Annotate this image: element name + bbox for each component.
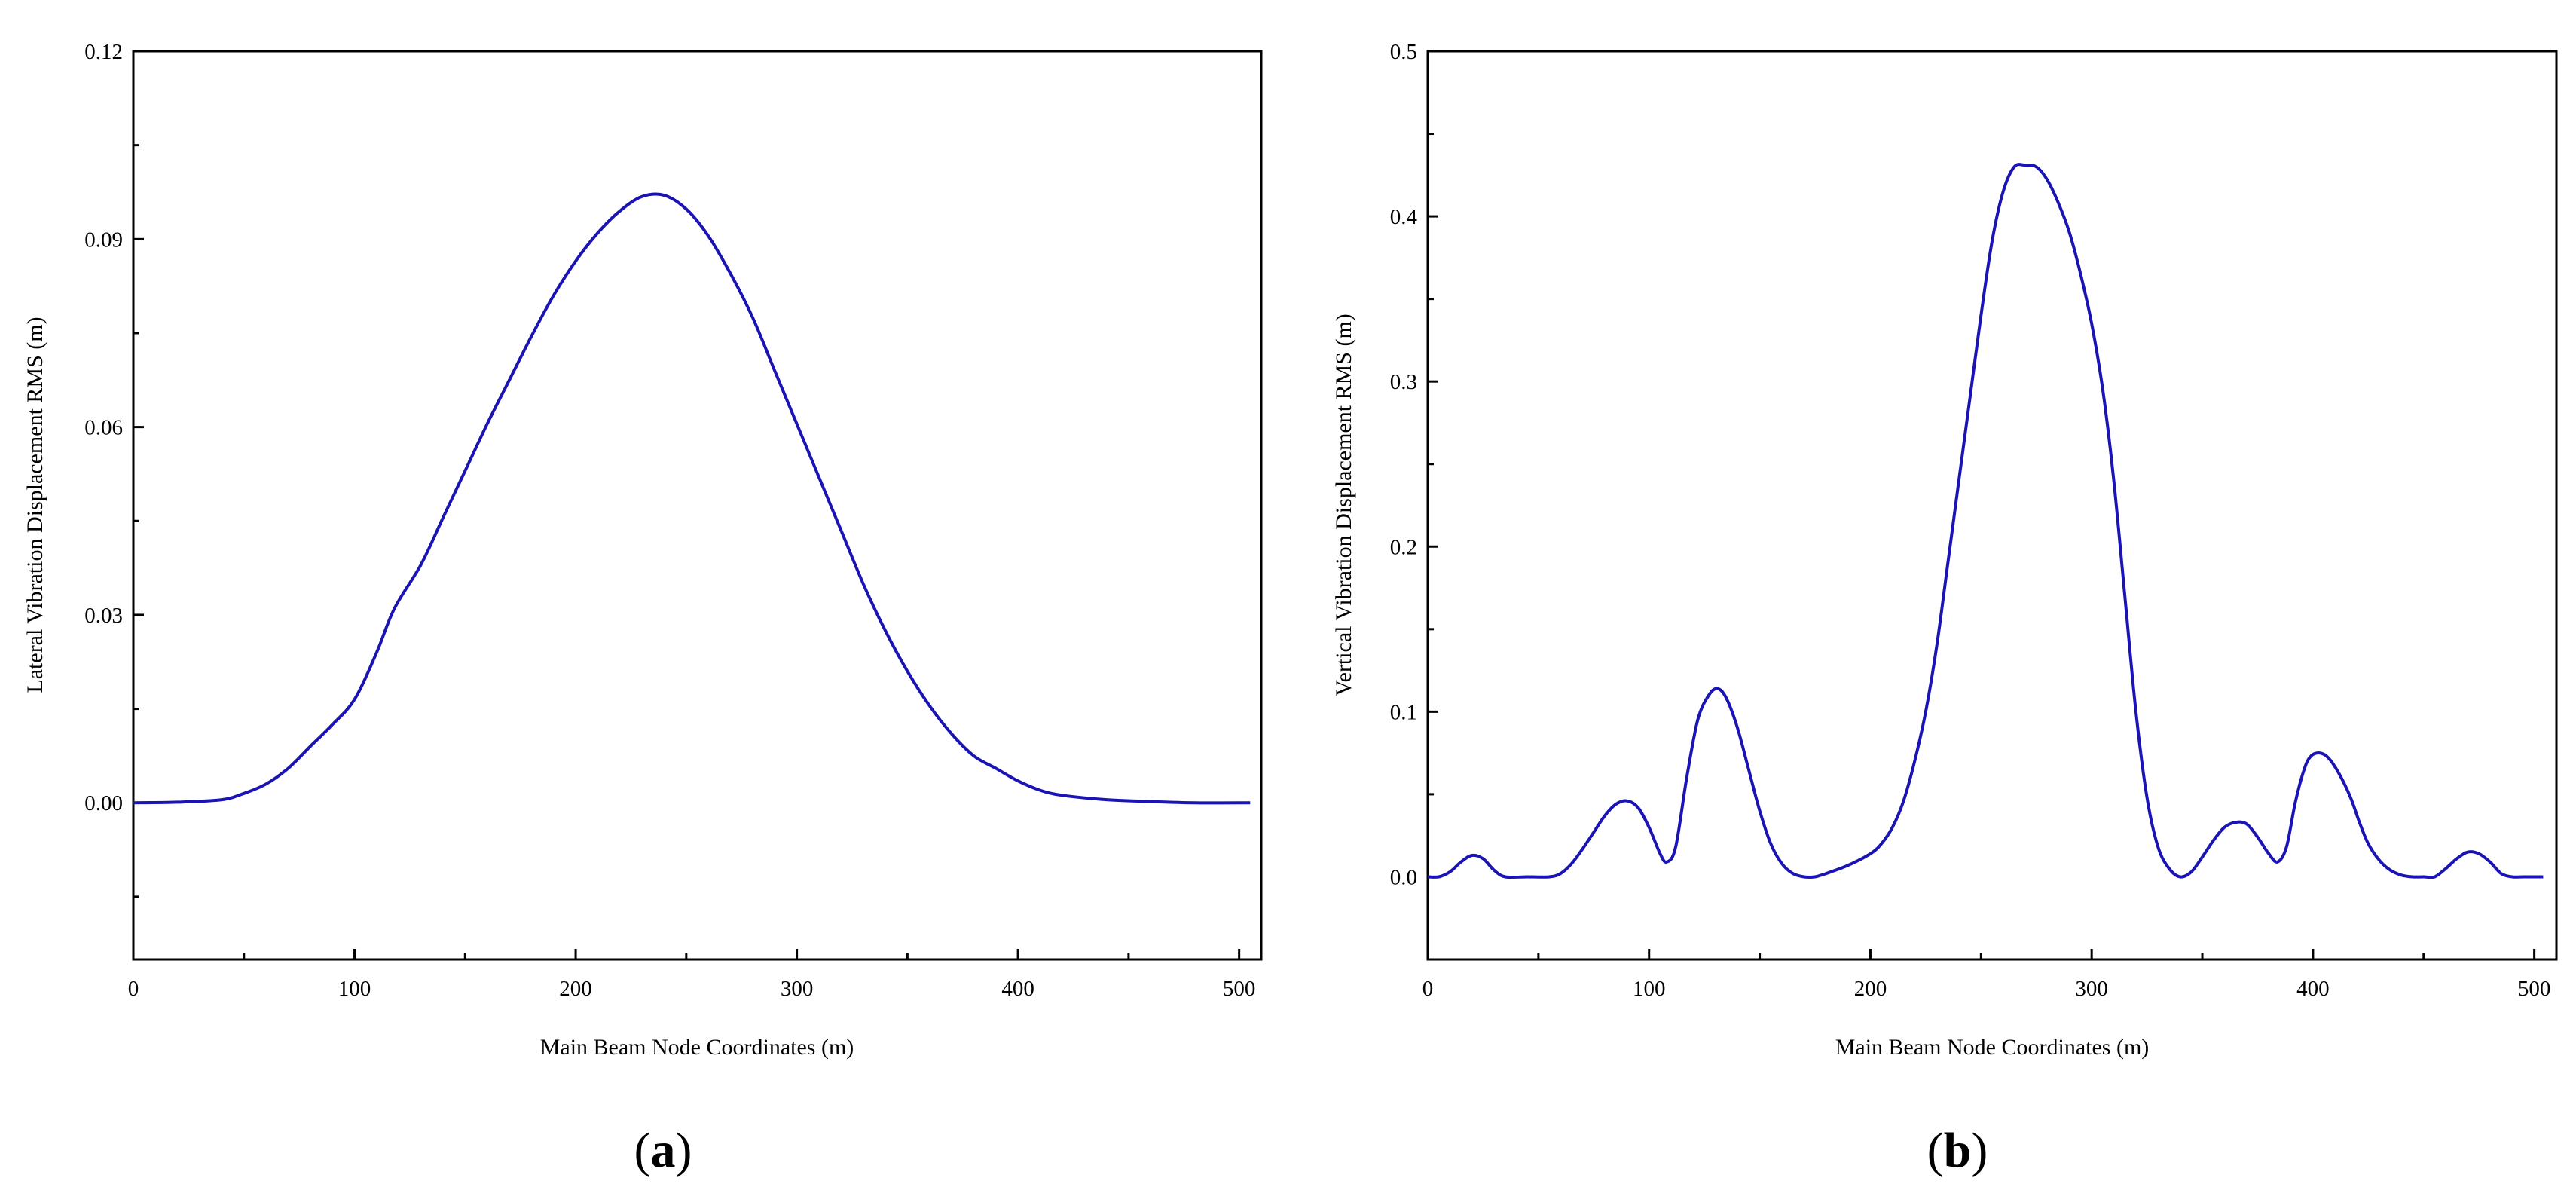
y-axis-label: Vertical Vibration Displacement RMS (m) [1331,314,1356,696]
y-tick-label: 0.5 [1390,40,1417,64]
y-tick-label: 0.3 [1390,370,1417,394]
y-tick-label: 0.4 [1390,205,1418,229]
x-tick-label: 200 [559,977,592,1001]
plot-frame [1426,50,2558,961]
x-tick-label: 300 [2075,977,2108,1001]
x-tick-label: 500 [1223,977,1256,1001]
y-tick-label: 0.0 [1390,865,1417,889]
y-tick-label: 0.00 [84,791,123,815]
chart-panel-b: 0 100 200 300 400 500 0.0 0.1 0.2 0.3 0.4 0.5 Main … [1331,40,2558,1178]
panel-label-open-paren: ( [634,1123,651,1178]
tick-group: 0 100 200 300 400 500 0.0 0.1 0.2 0.3 0.4 0.5 [1390,40,2551,1001]
y-axis-label: Lateral Vibration Displacement RMS (m) [23,317,47,693]
x-tick-label: 100 [1633,977,1666,1001]
chart-panel-a: 0 100 200 300 400 500 0.00 0.03 0.06 0.09 0.12 Mai… [23,40,1263,1178]
panel-label-letter: a [651,1123,676,1178]
series-line [1427,163,2544,879]
x-tick-label: 200 [1854,977,1887,1001]
panel-label-letter: b [1944,1123,1972,1178]
x-tick-label: 400 [2296,977,2330,1001]
x-tick-label: 100 [338,977,371,1001]
panel-label-close-paren: ) [676,1123,692,1178]
panel-label-a: (a) [634,1123,692,1178]
series-line [133,192,1251,805]
x-tick-label: 300 [781,977,814,1001]
y-tick-label: 0.06 [84,416,123,440]
tick-group: 0 100 200 300 400 500 0.00 0.03 0.06 0.09 0.12 [84,40,1255,1001]
x-tick-label: 0 [1422,977,1434,1001]
y-tick-label: 0.09 [84,228,123,252]
y-tick-label: 0.03 [84,604,123,628]
x-tick-label: 500 [2518,977,2551,1001]
panel-label-close-paren: ) [1971,1123,1988,1178]
panel-label-open-paren: ( [1927,1123,1944,1178]
y-tick-label: 0.1 [1390,700,1417,724]
x-axis-label: Main Beam Node Coordinates (m) [1835,1035,2150,1060]
x-tick-label: 400 [1001,977,1034,1001]
plot-frame [132,50,1263,961]
y-tick-label: 0.2 [1390,535,1417,559]
x-tick-label: 0 [128,977,139,1001]
y-tick-label: 0.12 [84,40,123,64]
panel-label-b: (b) [1927,1123,1988,1178]
x-axis-label: Main Beam Node Coordinates (m) [540,1035,854,1060]
